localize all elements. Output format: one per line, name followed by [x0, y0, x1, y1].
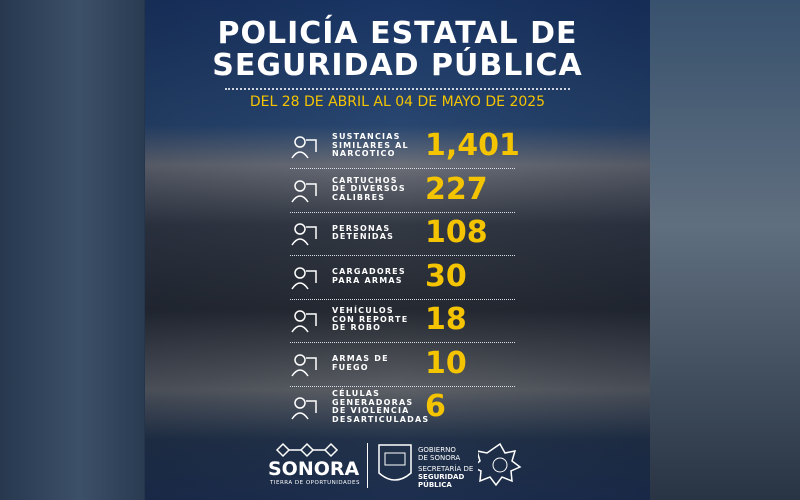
stat-label: SUSTANCIAS SIMILARES AL NARCOTICO: [332, 126, 422, 166]
stat-label-line: VEHÍCULOS: [332, 306, 394, 316]
stat-label: CARTUCHOS DE DIVERSOS CALIBRES: [332, 170, 422, 210]
stat-label-line: ARMAS DE: [332, 354, 389, 363]
slogan: TIERRA DE OPORTUNIDADES: [270, 480, 360, 486]
stat-value: 10: [425, 345, 467, 381]
date-range: DEL 28 DE ABRIL AL 04 DE MAYO DE 2025: [249, 94, 546, 110]
gov-line: DE SONORA: [418, 454, 461, 462]
stat-label-line: CALIBRES: [332, 192, 386, 202]
coat-of-arms: [378, 444, 412, 481]
stat-label-line: PARA ARMAS: [332, 275, 403, 285]
title-line: POLICÍA ESTATAL DE: [217, 16, 578, 51]
dotted-rule: [225, 88, 570, 90]
stat-row: CÉLULAS GENERADORAS DE VIOLENCIA DESARTICUL…: [290, 387, 515, 427]
stat-value: 18: [425, 302, 467, 337]
stat-icon: [290, 263, 320, 295]
police-star: [478, 442, 522, 486]
stat-label-line: SIMILARES AL: [332, 140, 409, 150]
stat-value: 30: [425, 258, 467, 294]
stat-value: 227: [425, 171, 488, 207]
stat-label-line: CARTUCHOS: [332, 175, 398, 185]
stat-label: CÉLULAS GENERADORAS DE VIOLENCIA DESARTICUL…: [332, 387, 430, 427]
stat-label-line: CARGADORES: [332, 267, 406, 276]
agency-line: SECRETARÍA DE: [418, 465, 474, 473]
dotted-separator: [290, 298, 515, 300]
stat-label-line: DESARTICULADAS: [332, 414, 430, 424]
stat-icon: [290, 350, 320, 382]
background-photo: [650, 0, 800, 500]
stat-icon: [290, 219, 320, 251]
brand: SONORA: [268, 458, 360, 480]
stat-value: 1,401: [425, 128, 520, 163]
stat-icon: [290, 393, 320, 425]
gov-line: GOBIERNO: [418, 446, 456, 454]
stat-value: 108: [425, 215, 488, 250]
stat-label-line: DE VIOLENCIA: [332, 406, 410, 415]
logo-mark: [275, 442, 339, 458]
stat-label-line: SUSTANCIAS: [332, 132, 401, 142]
stat-row: SUSTANCIAS SIMILARES AL NARCOTICO 1,401: [290, 126, 520, 169]
agency-line: PÚBLICA: [418, 481, 452, 489]
stat-label-line: CÉLULAS: [332, 389, 381, 398]
stat-icon: [290, 306, 320, 338]
stat-label-line: DETENIDAS: [332, 232, 395, 241]
dotted-separator: [290, 255, 515, 256]
title-line: SEGURIDAD PÚBLICA: [212, 48, 583, 83]
stat-label-line: DE DIVERSOS: [332, 184, 406, 194]
infographic: POLICÍA ESTATAL DE SEGURIDAD PÚBLICA DEL…: [145, 0, 650, 500]
stat-value: 6: [425, 389, 446, 424]
stat-label: CARGADORES PARA ARMAS: [332, 257, 422, 297]
stat-label: VEHÍCULOS CON REPORTE DE ROBO: [332, 300, 422, 340]
stat-row: ARMAS DE FUEGO 10: [290, 344, 515, 387]
stat-label-line: FUEGO: [332, 362, 369, 372]
stat-label-line: PERSONAS: [332, 223, 391, 233]
stat-icon: [290, 132, 320, 164]
stat-icon: [290, 176, 320, 208]
dotted-separator: [290, 211, 515, 213]
stat-row: VEHÍCULOS CON REPORTE DE ROBO 18: [290, 300, 515, 343]
stat-row: CARTUCHOS DE DIVERSOS CALIBRES 227: [290, 170, 515, 213]
stat-label-line: DE ROBO: [332, 323, 382, 333]
stat-label-line: NARCOTICO: [332, 149, 396, 159]
stat-label-line: GENERADORAS: [332, 397, 414, 407]
dotted-separator: [290, 168, 515, 169]
stat-row: CARGADORES PARA ARMAS 30: [290, 257, 515, 300]
dotted-separator: [290, 385, 515, 387]
dotted-separator: [290, 342, 515, 343]
stat-label-line: CON REPORTE: [332, 314, 409, 324]
stat-label: ARMAS DE FUEGO: [332, 344, 422, 384]
agency-line: SEGURIDAD: [418, 473, 465, 481]
divider: [367, 443, 368, 488]
stat-label: PERSONAS DETENIDAS: [332, 213, 422, 253]
stat-row: PERSONAS DETENIDAS 108: [290, 213, 515, 256]
